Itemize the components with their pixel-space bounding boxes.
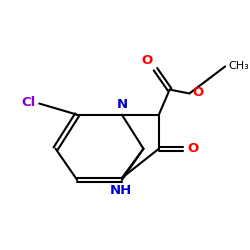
Text: O: O bbox=[187, 142, 198, 155]
Text: N: N bbox=[116, 98, 128, 111]
Text: O: O bbox=[193, 86, 204, 99]
Text: O: O bbox=[141, 54, 152, 67]
Text: Cl: Cl bbox=[21, 96, 35, 109]
Text: NH: NH bbox=[110, 184, 132, 196]
Text: CH₃: CH₃ bbox=[228, 62, 249, 72]
